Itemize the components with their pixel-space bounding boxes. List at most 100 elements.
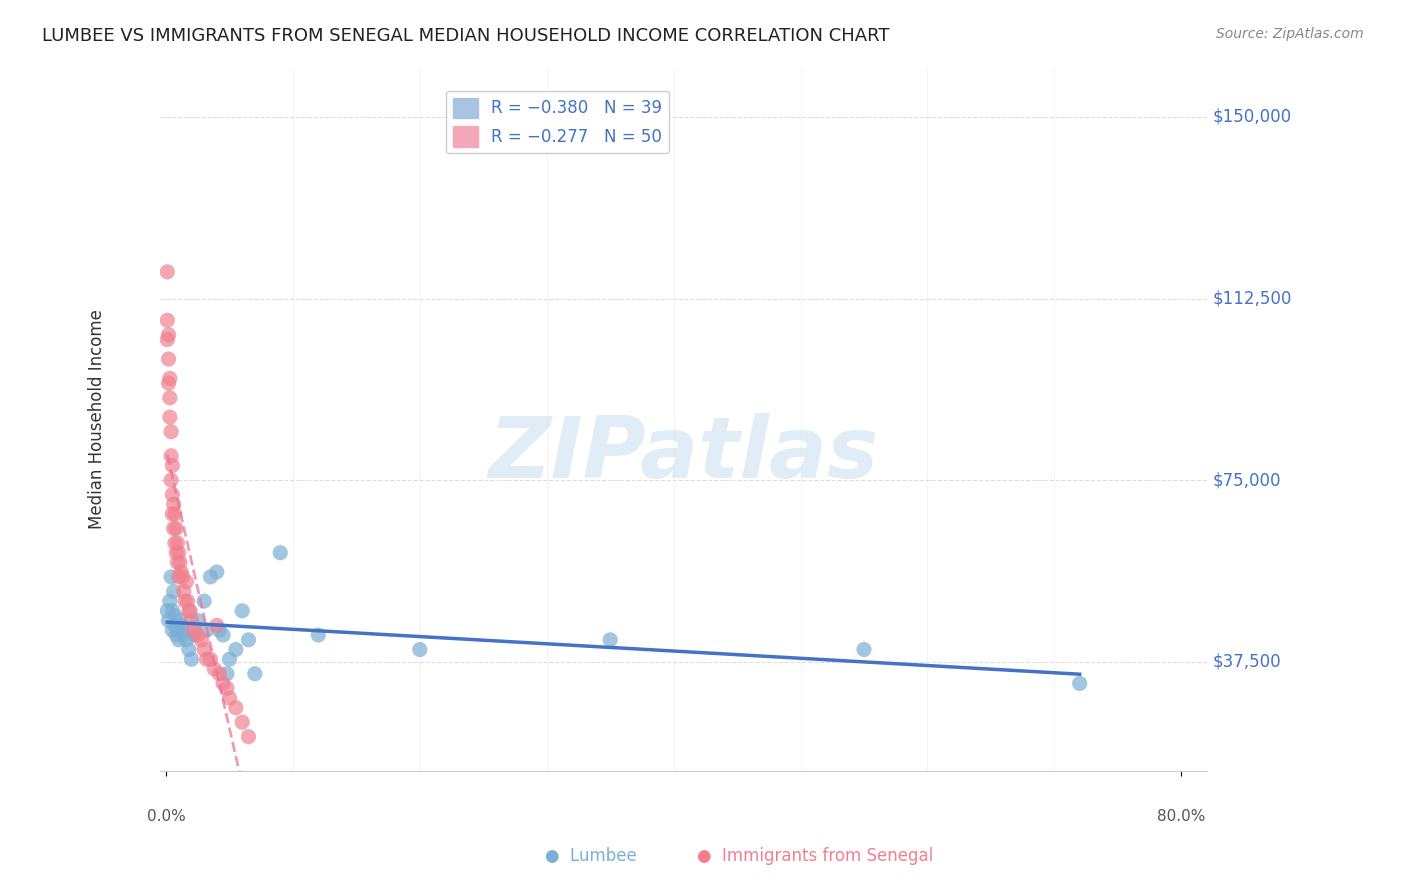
Point — [243, 666, 266, 681]
Point — [160, 473, 183, 487]
Point — [852, 642, 875, 657]
Point — [172, 623, 194, 637]
Point — [307, 628, 329, 642]
Point — [177, 642, 200, 657]
Point — [231, 604, 253, 618]
Point — [163, 536, 186, 550]
Point — [215, 666, 238, 681]
Point — [166, 623, 188, 637]
Point — [157, 351, 180, 366]
Point — [162, 497, 184, 511]
Point — [238, 730, 260, 744]
Point — [1069, 676, 1091, 690]
Point — [170, 565, 193, 579]
Point — [599, 632, 621, 647]
Text: Median Household Income: Median Household Income — [87, 310, 105, 530]
Point — [159, 410, 181, 425]
Point — [176, 632, 198, 647]
Point — [176, 574, 198, 589]
Point — [170, 618, 193, 632]
Point — [200, 652, 222, 666]
Point — [156, 333, 179, 347]
Point — [183, 623, 205, 637]
Point — [162, 584, 184, 599]
Point — [157, 614, 180, 628]
Point — [162, 458, 184, 473]
Text: ZIPatlas: ZIPatlas — [488, 413, 879, 496]
Point — [163, 608, 186, 623]
Point — [409, 642, 432, 657]
Point — [202, 662, 225, 676]
Text: LUMBEE VS IMMIGRANTS FROM SENEGAL MEDIAN HOUSEHOLD INCOME CORRELATION CHART: LUMBEE VS IMMIGRANTS FROM SENEGAL MEDIAN… — [42, 27, 890, 45]
Point — [157, 376, 180, 391]
Text: ●  Immigrants from Senegal: ● Immigrants from Senegal — [697, 847, 934, 865]
Point — [166, 555, 188, 569]
Point — [160, 425, 183, 439]
Point — [162, 507, 184, 521]
Point — [169, 614, 191, 628]
Point — [167, 632, 190, 647]
Text: 80.0%: 80.0% — [1157, 809, 1205, 824]
Point — [195, 623, 218, 637]
Point — [159, 371, 181, 385]
Point — [205, 618, 228, 632]
Point — [156, 265, 179, 279]
Point — [160, 570, 183, 584]
Text: $112,500: $112,500 — [1213, 290, 1292, 308]
Point — [165, 521, 187, 535]
Text: $150,000: $150,000 — [1213, 108, 1292, 126]
Point — [157, 327, 180, 342]
Point — [187, 614, 209, 628]
Point — [174, 594, 197, 608]
Point — [156, 604, 179, 618]
Point — [195, 652, 218, 666]
Point — [163, 618, 186, 632]
Text: $75,000: $75,000 — [1213, 471, 1281, 489]
Point — [156, 313, 179, 327]
Point — [160, 449, 183, 463]
Point — [238, 632, 260, 647]
Point — [231, 715, 253, 730]
Point — [205, 565, 228, 579]
Legend: R = −0.380   N = 39, R = −0.277   N = 50: R = −0.380 N = 39, R = −0.277 N = 50 — [446, 91, 669, 153]
Point — [176, 594, 198, 608]
Point — [218, 652, 240, 666]
Point — [162, 623, 184, 637]
Point — [179, 604, 201, 618]
Point — [169, 555, 191, 569]
Point — [208, 666, 231, 681]
Point — [208, 623, 231, 637]
Text: $37,500: $37,500 — [1213, 653, 1282, 671]
Point — [162, 521, 184, 535]
Point — [162, 487, 184, 501]
Point — [165, 546, 187, 560]
Point — [180, 652, 202, 666]
Point — [225, 642, 247, 657]
Point — [180, 614, 202, 628]
Point — [177, 604, 200, 618]
Text: Source: ZipAtlas.com: Source: ZipAtlas.com — [1216, 27, 1364, 41]
Point — [183, 628, 205, 642]
Point — [166, 536, 188, 550]
Point — [193, 594, 215, 608]
Point — [212, 628, 235, 642]
Point — [159, 391, 181, 405]
Text: ●  Lumbee: ● Lumbee — [544, 847, 637, 865]
Point — [218, 690, 240, 705]
Point — [167, 570, 190, 584]
Point — [225, 700, 247, 714]
Point — [173, 584, 195, 599]
Point — [190, 632, 212, 647]
Point — [173, 628, 195, 642]
Point — [162, 604, 184, 618]
Point — [159, 594, 181, 608]
Point — [193, 642, 215, 657]
Text: 0.0%: 0.0% — [146, 809, 186, 824]
Point — [165, 628, 187, 642]
Point — [172, 570, 194, 584]
Point — [187, 628, 209, 642]
Point — [215, 681, 238, 696]
Point — [269, 546, 291, 560]
Point — [212, 676, 235, 690]
Point — [200, 570, 222, 584]
